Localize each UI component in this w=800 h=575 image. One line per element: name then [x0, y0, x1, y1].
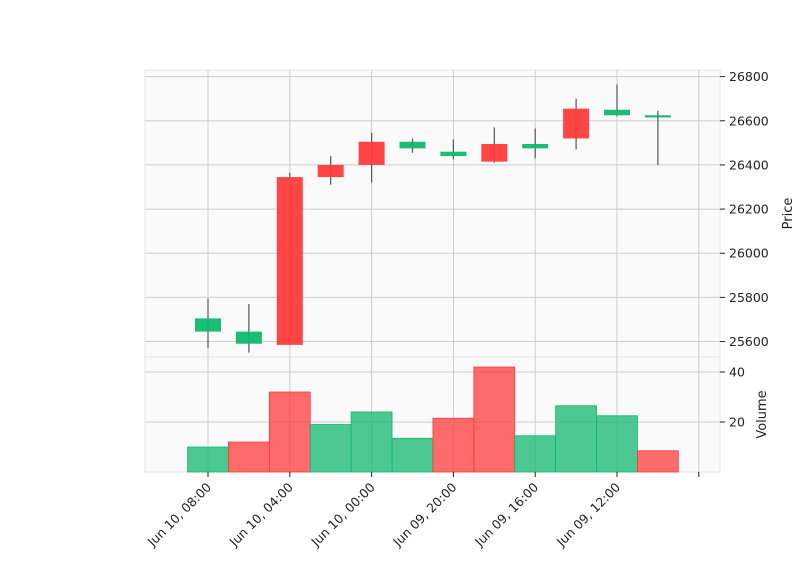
price-ytick-label: 26800: [729, 69, 769, 84]
price-ytick-label: 26000: [729, 246, 769, 261]
candle-body-down: [317, 164, 344, 178]
price-panel-background: [144, 69, 721, 358]
candle-body-up: [235, 331, 262, 344]
volume-ytick-label: 40: [729, 365, 745, 380]
candle-body-down: [563, 108, 590, 139]
x-tick-label: Jun 09, 20:00: [389, 479, 459, 549]
volume-axis-title: Volume: [755, 390, 770, 438]
x-tick-label: Jun 10, 08:00: [144, 479, 214, 549]
volume-ytick-label: 20: [729, 415, 745, 430]
x-tick-label: Jun 10, 00:00: [307, 479, 377, 549]
candle-body-up: [604, 109, 630, 116]
volume-bar: [309, 424, 352, 473]
volume-bar: [473, 366, 516, 473]
candle-body-up: [644, 115, 671, 118]
price-ytick-label: 26600: [729, 113, 769, 128]
candle-body-up: [522, 143, 549, 149]
volume-bar: [228, 441, 270, 473]
candle-body-down: [481, 143, 508, 162]
volume-bar: [350, 411, 393, 473]
price-ytick-label: 25800: [729, 290, 769, 305]
x-tick-label: Jun 09, 16:00: [471, 479, 541, 549]
price-axis-title: Price: [781, 198, 796, 230]
volume-bar: [187, 446, 229, 473]
x-tick-label: Jun 10, 04:00: [226, 479, 296, 549]
candle-body-up: [399, 141, 426, 149]
price-ytick-label: 26200: [729, 202, 769, 217]
volume-bar: [268, 391, 311, 473]
volume-bar: [596, 415, 638, 473]
price-ytick-label: 26400: [729, 157, 769, 172]
volume-bar: [514, 435, 557, 473]
candle-body-up: [440, 151, 467, 157]
x-tick-label: Jun 09, 12:00: [553, 479, 623, 549]
price-ytick-label: 25600: [729, 334, 769, 349]
candle-body-up: [195, 318, 221, 332]
volume-bar: [555, 405, 597, 473]
candle-body-down: [276, 177, 303, 345]
volume-bar: [637, 450, 679, 473]
volume-bar: [391, 437, 434, 473]
candle-body-down: [358, 141, 385, 165]
volume-bar: [432, 417, 475, 473]
